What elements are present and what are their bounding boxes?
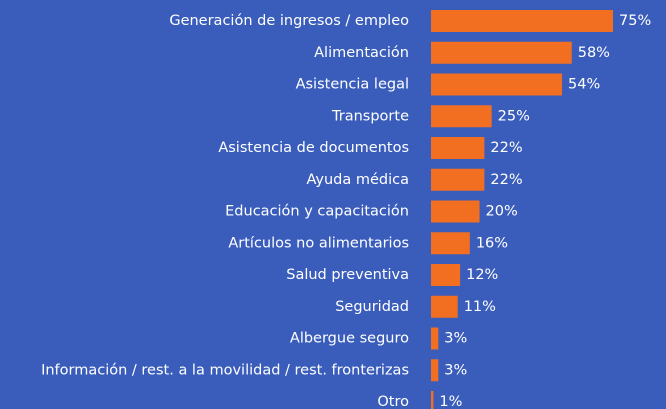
value-label: 11% — [464, 299, 496, 315]
value-label: 20% — [486, 204, 518, 220]
category-label: Alimentación — [314, 45, 409, 61]
category-label: Asistencia de documentos — [218, 140, 409, 156]
category-label: Ayuda médica — [306, 172, 409, 188]
bar — [431, 264, 461, 286]
bar — [431, 105, 492, 128]
value-label: 75% — [619, 13, 651, 29]
value-label: 3% — [444, 362, 467, 378]
value-label: 3% — [444, 331, 467, 347]
bar — [431, 391, 434, 409]
category-label: Albergue seguro — [290, 331, 409, 347]
category-label: Educación y capacitación — [225, 204, 409, 220]
category-label: Asistencia legal — [296, 77, 409, 93]
bar — [431, 168, 485, 191]
value-label: 22% — [490, 140, 522, 156]
bar — [431, 73, 563, 96]
category-label: Salud preventiva — [286, 267, 409, 283]
value-label: 1% — [439, 394, 462, 409]
bar — [431, 359, 439, 382]
category-label: Generación de ingresos / empleo — [169, 13, 409, 29]
category-label: Artículos no alimentarios — [228, 235, 409, 251]
category-label: Transporte — [331, 108, 409, 124]
bar — [431, 41, 572, 64]
value-label: 22% — [490, 172, 522, 188]
bar — [431, 232, 470, 255]
bar — [431, 10, 613, 32]
category-label: Información / rest. a la movilidad / res… — [41, 362, 409, 378]
value-label: 16% — [476, 235, 508, 251]
category-label: Otro — [377, 394, 409, 409]
category-label: Seguridad — [335, 299, 409, 315]
value-label: 12% — [466, 267, 498, 283]
value-label: 25% — [498, 108, 530, 124]
bar — [431, 295, 458, 318]
bar — [431, 137, 485, 159]
bar — [431, 200, 480, 223]
bar — [431, 327, 439, 350]
value-label: 58% — [578, 45, 610, 61]
value-label: 54% — [568, 77, 600, 93]
